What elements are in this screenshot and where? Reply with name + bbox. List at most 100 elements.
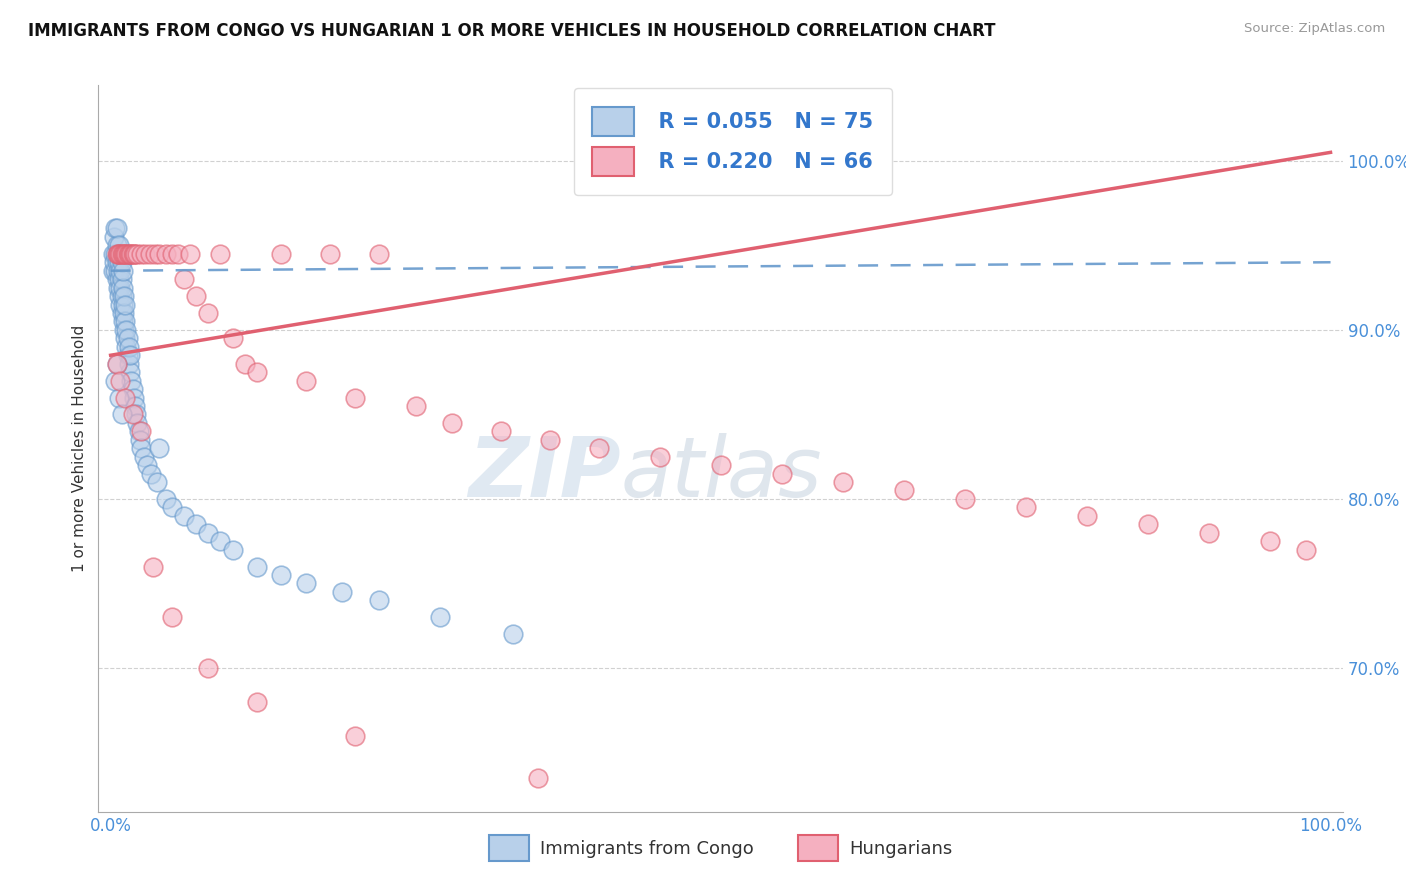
Point: [166, 247, 188, 261]
Point: [136, 458, 159, 472]
Point: [104, 263, 127, 277]
Point: [111, 247, 134, 261]
Point: [115, 247, 138, 261]
Point: [127, 247, 149, 261]
Point: [142, 559, 165, 574]
Point: [221, 331, 243, 345]
Point: [118, 340, 141, 354]
Point: [173, 272, 195, 286]
Point: [117, 348, 139, 362]
Point: [160, 610, 183, 624]
Point: [429, 610, 451, 624]
Point: [114, 314, 136, 328]
Point: [209, 247, 232, 261]
Point: [893, 483, 915, 498]
Text: ZIP: ZIP: [468, 434, 621, 514]
Point: [112, 289, 135, 303]
Point: [105, 238, 128, 252]
Point: [197, 661, 219, 675]
Point: [146, 475, 169, 489]
Point: [107, 280, 129, 294]
Point: [368, 247, 391, 261]
Point: [111, 263, 134, 277]
Point: [101, 247, 124, 261]
Y-axis label: 1 or more Vehicles in Household: 1 or more Vehicles in Household: [72, 325, 87, 572]
Point: [103, 230, 125, 244]
Point: [155, 247, 177, 261]
Point: [246, 695, 269, 709]
Point: [125, 408, 148, 422]
Point: [127, 416, 149, 430]
Point: [108, 272, 131, 286]
Point: [114, 247, 136, 261]
Point: [108, 255, 131, 269]
Point: [110, 374, 132, 388]
Point: [122, 391, 145, 405]
Point: [120, 374, 142, 388]
Point: [107, 247, 129, 261]
Point: [108, 289, 131, 303]
Point: [112, 306, 135, 320]
Point: [343, 729, 366, 743]
Point: [111, 297, 134, 311]
Point: [1258, 534, 1281, 549]
Point: [107, 247, 129, 261]
Point: [184, 517, 207, 532]
Point: [118, 357, 141, 371]
Point: [121, 408, 143, 422]
Point: [184, 289, 207, 303]
Point: [1198, 525, 1220, 540]
Point: [1136, 517, 1159, 532]
Point: [155, 491, 177, 506]
Point: [120, 365, 142, 379]
Point: [709, 458, 731, 472]
Point: [160, 500, 183, 515]
Point: [173, 508, 195, 523]
Point: [110, 247, 132, 261]
Point: [129, 247, 152, 261]
Point: [112, 247, 135, 261]
Point: [246, 559, 269, 574]
Point: [111, 280, 134, 294]
Point: [129, 433, 152, 447]
Point: [110, 263, 132, 277]
Point: [101, 263, 124, 277]
Point: [105, 357, 128, 371]
Point: [295, 576, 318, 591]
Point: [124, 247, 146, 261]
Point: [270, 568, 292, 582]
Point: [1295, 542, 1317, 557]
Point: [105, 247, 128, 261]
Point: [110, 297, 132, 311]
Point: [270, 247, 292, 261]
Point: [332, 585, 354, 599]
Point: [770, 467, 793, 481]
Point: [526, 771, 548, 785]
Point: [110, 272, 132, 286]
Point: [179, 247, 201, 261]
Point: [105, 357, 128, 371]
Point: [104, 247, 127, 261]
Point: [117, 331, 139, 345]
Point: [160, 247, 183, 261]
Point: [112, 323, 135, 337]
Point: [117, 247, 139, 261]
Point: [233, 357, 256, 371]
Point: [118, 247, 141, 261]
Point: [343, 391, 366, 405]
Point: [502, 627, 524, 641]
Point: [588, 442, 610, 456]
Point: [831, 475, 853, 489]
Point: [120, 247, 142, 261]
Point: [209, 534, 232, 549]
Point: [405, 399, 427, 413]
Point: [105, 221, 128, 235]
Point: [121, 247, 143, 261]
Point: [1014, 500, 1036, 515]
Text: IMMIGRANTS FROM CONGO VS HUNGARIAN 1 OR MORE VEHICLES IN HOUSEHOLD CORRELATION C: IMMIGRANTS FROM CONGO VS HUNGARIAN 1 OR …: [28, 22, 995, 40]
Text: atlas: atlas: [621, 434, 823, 514]
Point: [120, 247, 142, 261]
Point: [129, 442, 152, 456]
Point: [134, 247, 156, 261]
Point: [107, 263, 129, 277]
